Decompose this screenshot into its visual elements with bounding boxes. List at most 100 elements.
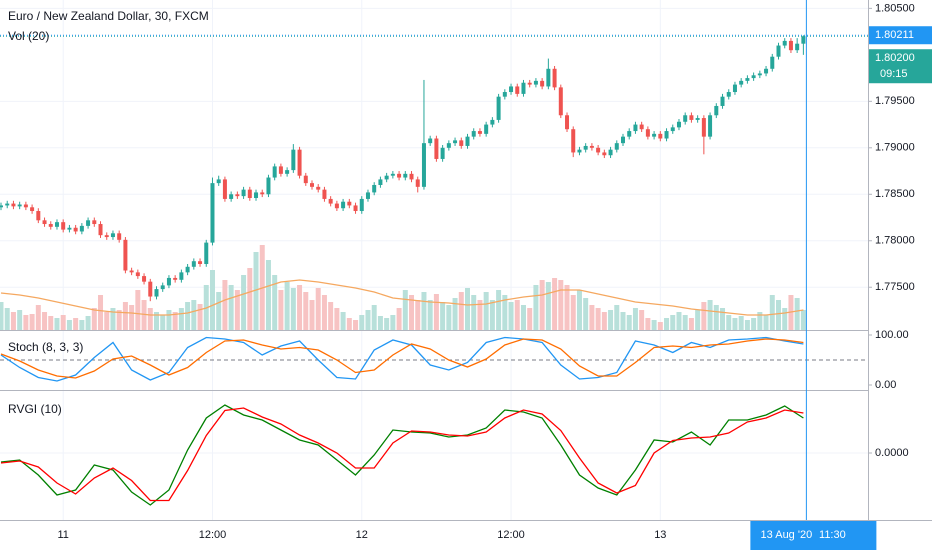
volume-bar: [384, 318, 390, 330]
volume-bar: [209, 270, 215, 330]
y-tick-label: 0.0000: [875, 447, 909, 459]
crosshair-time-label: 11:30: [819, 529, 846, 541]
candle-body: [484, 124, 489, 134]
volume-bar: [346, 318, 352, 330]
volume-bar: [35, 305, 41, 330]
volume-bar: [48, 316, 54, 330]
candle-body: [0, 205, 3, 208]
candle-body: [459, 140, 464, 146]
volume-bar: [769, 295, 775, 330]
candle-body: [490, 119, 495, 125]
volume-bar: [110, 308, 116, 330]
candle-body: [384, 175, 389, 180]
candle-body: [17, 204, 22, 207]
volume-bar: [707, 300, 713, 330]
candle-body: [732, 84, 737, 93]
volume-bar: [713, 305, 719, 330]
stoch-line: [0, 338, 804, 379]
volume-bar: [496, 290, 502, 330]
volume-bar: [60, 315, 66, 330]
candle-body: [79, 225, 84, 232]
volume-bar: [272, 275, 278, 330]
volume-bar: [10, 312, 16, 330]
volume-bar: [73, 318, 79, 330]
candle-body: [247, 189, 252, 198]
candle-body: [86, 220, 91, 226]
candle-body: [67, 227, 72, 230]
y-tick-label: 1.79000: [875, 142, 915, 154]
volume-bar: [328, 302, 334, 330]
volume-bar: [303, 292, 309, 330]
volume-bar: [552, 278, 558, 330]
volume-bar: [54, 318, 60, 330]
candle-body: [278, 166, 283, 174]
volume-bar: [228, 285, 234, 330]
volume-bar: [234, 290, 240, 330]
candle-body: [602, 152, 607, 156]
candle-body: [316, 186, 321, 190]
volume-bar: [583, 298, 589, 330]
candle-body: [260, 192, 265, 195]
candle-body: [782, 40, 787, 46]
volume-bar: [720, 308, 726, 330]
volume-bar: [42, 312, 48, 330]
candle-body: [552, 68, 557, 88]
candle-body: [683, 115, 688, 122]
volume-bar: [732, 318, 738, 330]
volume-bar: [359, 315, 365, 330]
volume-bar: [371, 305, 377, 330]
volume-bar: [670, 315, 676, 330]
last-price-tag: [869, 49, 932, 84]
candle-body: [359, 198, 364, 212]
candle-body: [185, 266, 190, 273]
candle-body: [148, 281, 153, 297]
candle-body: [434, 138, 439, 159]
volume-bar: [178, 308, 184, 330]
volume: [0, 245, 806, 330]
candle-body: [166, 277, 171, 286]
candle-body: [11, 203, 16, 207]
volume-bar: [0, 302, 4, 330]
candle-body: [701, 118, 706, 137]
candle-body: [92, 220, 97, 225]
volume-bar: [340, 312, 346, 330]
candle-body: [61, 222, 66, 230]
candle-body: [160, 285, 165, 290]
candle-body: [334, 203, 339, 209]
volume-bar: [514, 300, 520, 330]
volume-bar: [800, 310, 806, 330]
volume-bar: [284, 282, 290, 330]
crosshair-price-tag: [869, 26, 932, 45]
candle-body: [142, 276, 147, 282]
candles: [0, 35, 868, 302]
last-price-label: 1.80200: [875, 52, 915, 64]
candle-body: [235, 194, 240, 197]
volume-bar: [321, 295, 327, 330]
crosshair-date-label: 13 Aug '20: [761, 529, 813, 541]
volume-bar: [502, 295, 508, 330]
candle-body: [397, 173, 402, 178]
volume-bar: [409, 295, 415, 330]
candle-body: [297, 149, 302, 176]
candle-body: [670, 127, 675, 132]
volume-bar: [172, 312, 178, 330]
chart-title: Euro / New Zealand Dollar, 30, FXCM: [8, 9, 209, 23]
volume-bar: [402, 290, 408, 330]
volume-bar: [197, 304, 203, 330]
volume-bar: [116, 310, 122, 330]
candle-body: [191, 261, 196, 267]
volume-bar: [688, 318, 694, 330]
volume-bar: [595, 308, 601, 330]
candle-body: [266, 177, 271, 195]
candle-body: [347, 201, 352, 206]
candle-body: [390, 173, 395, 176]
volume-bar: [744, 320, 750, 330]
candle-body: [477, 131, 482, 134]
candle-body: [471, 131, 476, 137]
candle-body: [676, 121, 681, 128]
volume-bar: [782, 308, 788, 330]
volume-bar: [601, 312, 607, 330]
volume-bar: [185, 302, 191, 330]
candle-body: [135, 272, 140, 277]
